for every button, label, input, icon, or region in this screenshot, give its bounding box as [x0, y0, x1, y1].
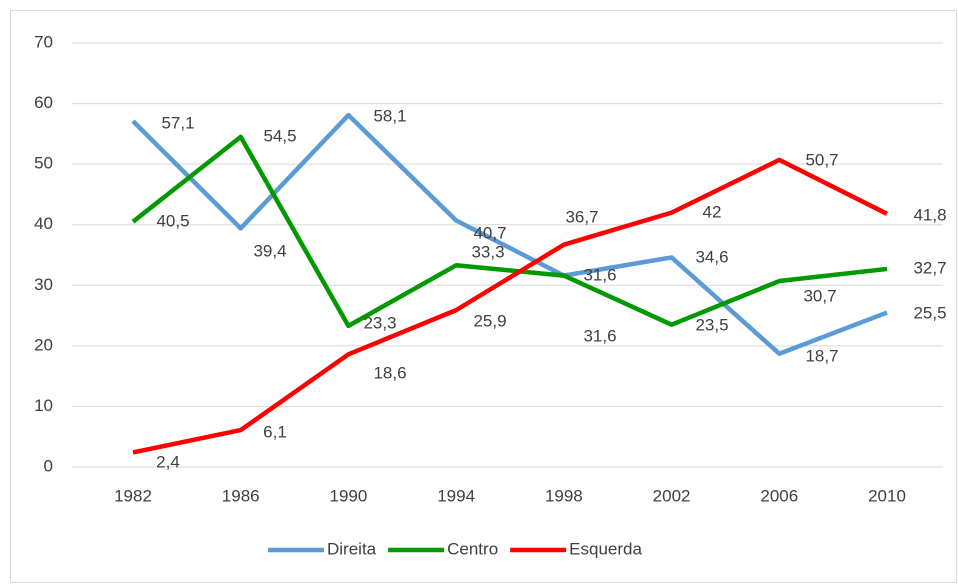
legend-label: Esquerda	[569, 539, 642, 558]
y-tick-label: 20	[34, 335, 53, 354]
y-tick-label: 30	[34, 275, 53, 294]
x-tick-label: 1998	[545, 486, 583, 505]
data-label: 2,4	[156, 452, 180, 471]
data-label: 40,5	[156, 211, 189, 230]
x-tick-label: 2006	[760, 486, 798, 505]
y-tick-label: 40	[34, 214, 53, 233]
chart-frame	[10, 10, 957, 583]
legend-label: Centro	[447, 539, 498, 558]
x-tick-label: 1994	[437, 486, 475, 505]
data-label: 40,7	[473, 223, 506, 242]
data-label: 39,4	[253, 241, 286, 260]
x-tick-label: 1982	[114, 486, 152, 505]
series-line	[131, 112, 888, 356]
data-label: 23,3	[363, 313, 396, 332]
y-tick-label: 60	[34, 93, 53, 112]
data-label: 6,1	[263, 422, 287, 441]
series-line	[132, 157, 889, 455]
data-label: 34,6	[695, 247, 728, 266]
x-tick-label: 2002	[653, 486, 691, 505]
data-label: 58,1	[373, 106, 406, 125]
data-label: 57,1	[161, 113, 194, 132]
legend-label: Direita	[327, 539, 377, 558]
data-label: 33,3	[471, 242, 504, 261]
y-tick-label: 0	[44, 456, 53, 475]
data-label: 18,7	[805, 346, 838, 365]
data-label: 54,5	[263, 126, 296, 145]
y-tick-label: 10	[34, 396, 53, 415]
x-tick-label: 1986	[222, 486, 260, 505]
series-line	[131, 134, 888, 329]
data-label: 25,5	[913, 303, 946, 322]
data-label: 32,7	[913, 258, 946, 277]
data-label: 42	[703, 202, 722, 221]
y-tick-label: 70	[34, 32, 53, 51]
x-tick-label: 1990	[330, 486, 368, 505]
data-label: 31,6	[583, 265, 616, 284]
x-tick-label: 2010	[868, 486, 906, 505]
data-label: 30,7	[803, 286, 836, 305]
data-label: 36,7	[565, 207, 598, 226]
data-label: 31,6	[583, 326, 616, 345]
data-label: 41,8	[913, 205, 946, 224]
data-label: 23,5	[695, 315, 728, 334]
data-label: 18,6	[373, 363, 406, 382]
y-tick-label: 50	[34, 154, 53, 173]
data-label: 25,9	[473, 311, 506, 330]
data-label: 50,7	[805, 150, 838, 169]
